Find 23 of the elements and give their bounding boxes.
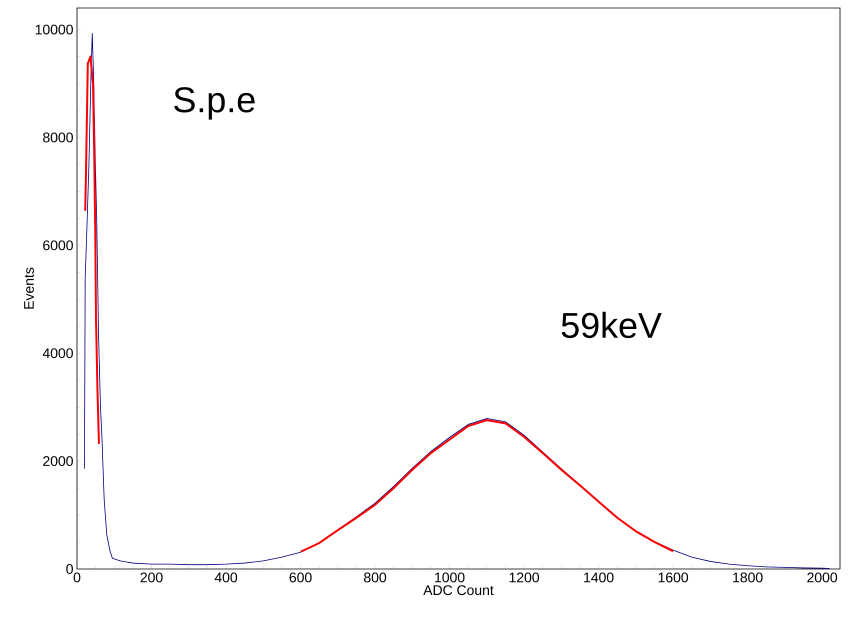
x-tick-label: 1600	[658, 572, 688, 582]
y-tick-label: 6000	[43, 240, 73, 250]
x-tick-label: 1800	[733, 572, 763, 582]
x-axis-title: ADC Count	[423, 585, 494, 596]
x-tick-label: 0	[74, 572, 80, 582]
line-series	[300, 419, 674, 553]
x-tick-label: 2000	[807, 572, 838, 582]
y-tick-label: 4000	[42, 348, 73, 358]
y-axis-title: Events	[24, 268, 34, 309]
x-tick-label: 1200	[510, 572, 540, 582]
annotation: 59keV	[562, 312, 662, 338]
x-tick-label: 200	[140, 572, 163, 582]
x-tick-label: 1000	[435, 572, 465, 582]
annotation: S.p.e	[174, 87, 255, 120]
x-tick-label: 1400	[584, 572, 614, 582]
x-tick-label: 400	[214, 572, 238, 582]
y-tick-label: 8000	[43, 132, 73, 142]
line-series	[84, 56, 100, 445]
y-tick-label: 0	[66, 564, 73, 574]
y-tick-label: 2000	[43, 456, 73, 466]
y-tick-label: 10000	[36, 24, 73, 35]
x-tick-label: 800	[364, 572, 386, 582]
x-tick-label: 600	[290, 572, 312, 582]
